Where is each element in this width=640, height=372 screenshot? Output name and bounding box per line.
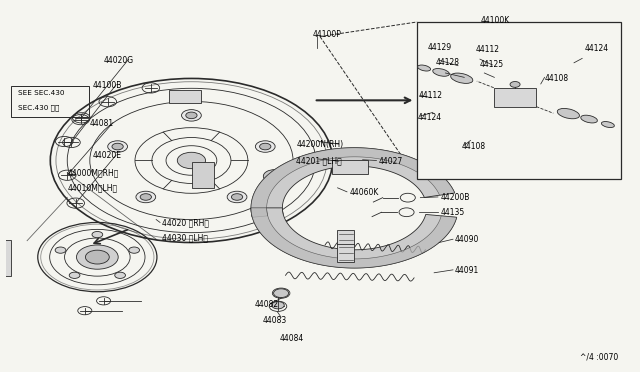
Circle shape — [272, 302, 284, 309]
Circle shape — [92, 231, 102, 238]
Text: 44082: 44082 — [254, 300, 278, 309]
Text: 44124: 44124 — [585, 44, 609, 53]
Bar — [169, 90, 202, 103]
Text: 44010M（LH）: 44010M（LH） — [68, 183, 118, 192]
Text: 44200N(RH): 44200N(RH) — [296, 140, 343, 148]
Text: 44129: 44129 — [428, 43, 452, 52]
Bar — [191, 162, 214, 188]
Text: 44020G: 44020G — [104, 56, 134, 65]
Circle shape — [129, 247, 140, 253]
Circle shape — [232, 194, 243, 200]
Bar — [337, 230, 355, 263]
Circle shape — [0, 244, 3, 251]
Text: 44020 （RH）: 44020 （RH） — [162, 219, 209, 228]
Bar — [493, 88, 536, 107]
Text: 44081: 44081 — [89, 119, 113, 128]
Circle shape — [115, 272, 125, 278]
Ellipse shape — [557, 109, 579, 119]
Text: 44125: 44125 — [480, 61, 504, 70]
Circle shape — [227, 191, 247, 203]
Polygon shape — [251, 208, 457, 268]
Circle shape — [85, 250, 109, 264]
Text: 44084: 44084 — [279, 334, 303, 343]
Bar — [0, 240, 12, 276]
Circle shape — [332, 160, 345, 167]
Bar — [332, 160, 367, 174]
Ellipse shape — [580, 115, 597, 123]
Text: SEC.430 参照: SEC.430 参照 — [18, 104, 59, 111]
Circle shape — [355, 160, 367, 167]
Circle shape — [55, 247, 66, 253]
Text: 44083: 44083 — [262, 316, 287, 325]
Text: 44200B: 44200B — [440, 193, 470, 202]
Text: 44100P: 44100P — [312, 30, 341, 39]
Circle shape — [69, 272, 80, 278]
Text: 44108: 44108 — [545, 74, 569, 83]
Circle shape — [260, 143, 271, 150]
Circle shape — [255, 141, 275, 152]
Circle shape — [186, 112, 197, 119]
Circle shape — [182, 110, 202, 121]
Text: 44124: 44124 — [418, 113, 442, 122]
Circle shape — [136, 191, 156, 203]
Ellipse shape — [602, 122, 614, 128]
Polygon shape — [251, 148, 455, 217]
Ellipse shape — [418, 65, 431, 71]
Circle shape — [273, 289, 289, 298]
Bar — [417, 22, 621, 179]
Text: 44112: 44112 — [419, 91, 442, 100]
Circle shape — [179, 93, 193, 101]
Circle shape — [108, 141, 127, 152]
Ellipse shape — [433, 68, 449, 76]
Circle shape — [140, 194, 152, 200]
Text: 44020E: 44020E — [92, 151, 122, 160]
Circle shape — [177, 152, 205, 169]
Text: 44090: 44090 — [455, 235, 479, 244]
Ellipse shape — [451, 73, 473, 83]
Circle shape — [263, 170, 286, 183]
Text: 44060K: 44060K — [349, 188, 379, 197]
Circle shape — [510, 81, 520, 87]
Circle shape — [77, 245, 118, 269]
Text: 44027: 44027 — [379, 157, 403, 166]
Text: 44201 （LH）: 44201 （LH） — [296, 157, 342, 166]
Text: 44100K: 44100K — [481, 16, 510, 25]
Text: ^/4 :0070: ^/4 :0070 — [580, 353, 618, 362]
Polygon shape — [251, 148, 455, 217]
Polygon shape — [251, 208, 457, 268]
Text: 44112: 44112 — [476, 45, 500, 54]
Text: 44030 （LH）: 44030 （LH） — [162, 233, 208, 242]
Circle shape — [112, 143, 124, 150]
Text: 44108: 44108 — [461, 142, 486, 151]
Circle shape — [0, 263, 3, 270]
Text: 44000M（RH）: 44000M（RH） — [68, 169, 119, 178]
Text: 44091: 44091 — [455, 266, 479, 275]
Text: 44100B: 44100B — [92, 81, 122, 90]
Text: SEE SEC.430: SEE SEC.430 — [18, 90, 64, 96]
Text: 44135: 44135 — [440, 208, 465, 217]
Text: 44128: 44128 — [436, 58, 460, 67]
